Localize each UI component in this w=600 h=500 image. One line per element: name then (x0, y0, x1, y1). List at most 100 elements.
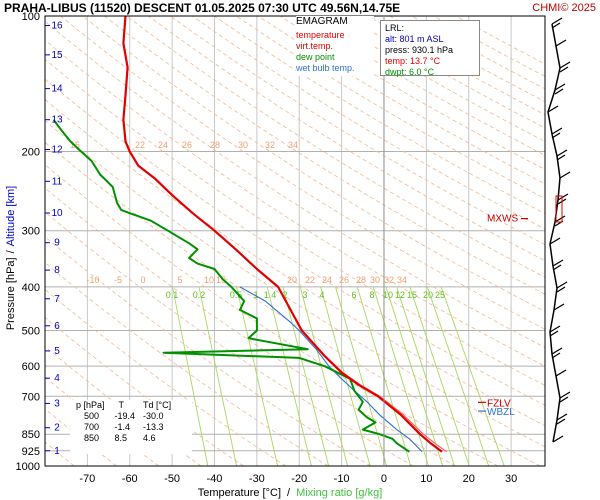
dry-adiabat-line (45, 58, 545, 386)
dry-adiabat-label: 20 (287, 275, 297, 285)
levels-table-header: p [hPa] T Td [°C] (70, 400, 175, 411)
mixing-ratio-line (372, 286, 429, 467)
plot-frame (44, 15, 546, 467)
mixing-ratio-line (282, 286, 330, 467)
max-wind-highlight (555, 195, 563, 223)
row-temperature: -19.4 (114, 411, 136, 421)
dry-adiabat-label: 24 (158, 140, 168, 150)
row-dewpoint: 4.6 (143, 433, 156, 443)
dry-adiabat-label: 30 (370, 275, 380, 285)
mixing-ratio-line (409, 286, 470, 467)
dry-adiabat-label: -10 (86, 275, 99, 285)
header-temperature: T (118, 400, 125, 410)
wind-barb (559, 61, 571, 69)
dry-adiabat-labels: 15 22 24 26 28 30 32 34-10 -5 0 5 10 15 20 22 24 26 28 30 3… (70, 140, 407, 285)
wind-barb (553, 303, 565, 311)
dry-adiabat-line (45, 288, 287, 466)
pressure-tick-label: 925 (22, 446, 40, 458)
wind-barb (556, 418, 566, 425)
row-dewpoint: -30.0 (143, 411, 164, 421)
pressure-tick-label: 200 (22, 146, 40, 158)
y-axis-label-sep: / (5, 249, 17, 253)
x-axis-label: Temperature [°C] / Mixing ratio [g/kg] (198, 487, 383, 499)
wind-barb (556, 149, 568, 157)
wind-barb (554, 215, 566, 223)
row-pressure: 850 (84, 433, 100, 443)
wind-barb (559, 171, 571, 179)
dry-adiabat-label: 28 (356, 275, 366, 285)
mixing-ratio-label: 8 (369, 290, 374, 300)
x-axis-label-sep: / (287, 487, 291, 499)
altitude-tick-label: 3 (54, 398, 60, 409)
mixing-ratio-labels: 0.1 0.2 0.5 1 1.4 2 3 4 6 8 10 12 15 20 25 (166, 290, 445, 300)
mixing-ratio-label: 0.1 (166, 290, 179, 300)
mixing-ratio-line (396, 286, 455, 467)
y-axis-label-pressure: Pressure [hPa] (5, 257, 17, 330)
mixing-ratio-label: 4 (319, 290, 324, 300)
mixing-ratio-line (335, 286, 388, 467)
legend: EMAGRAM temperature virt.temp. dew point… (296, 16, 374, 76)
wind-barb (551, 22, 561, 29)
temperature-tick-label: -20 (291, 473, 307, 485)
mixing-ratio-line (385, 286, 444, 467)
dry-adiabat-line (45, 316, 244, 466)
wind-barb (547, 105, 559, 113)
temperature-tick-label: 10 (420, 473, 432, 485)
marker-label: WBZL (487, 407, 515, 418)
table-row: 700 -1.4 -13.3 (70, 422, 175, 433)
altitude-tick-label: 1 (54, 446, 60, 457)
legend-item-virt-temp: virt.temp. (296, 41, 334, 51)
altitude-tick-label: 13 (51, 115, 63, 126)
x-axis-label-mixing: Mixing ratio [g/kg] (296, 487, 382, 499)
altitude-tick-label: 7 (54, 294, 60, 305)
temperature-tick-label: 0 (381, 473, 387, 485)
altitude-tick-label: 12 (51, 144, 63, 155)
dry-adiabat-label: -5 (114, 275, 122, 285)
dry-adiabat-line (213, 16, 545, 215)
pressure-tick-label: 700 (22, 391, 40, 403)
dry-adiabat-line (45, 78, 545, 406)
wind-barb (552, 259, 564, 267)
row-dewpoint: -13.3 (143, 422, 164, 432)
wind-barb (549, 330, 559, 337)
lrl-dewpoint: dwpt: 6.0 °C (385, 67, 435, 77)
dry-adiabat-line (45, 141, 541, 466)
legend-item-wet-bulb: wet bulb temp. (296, 63, 355, 73)
altitude-tick-label: 5 (54, 346, 60, 357)
dry-adiabat-label: 26 (339, 275, 349, 285)
marker-label: FZLV (487, 398, 511, 409)
wind-barb (556, 154, 566, 161)
mixing-ratio-line (426, 286, 490, 467)
wind-barb (551, 132, 561, 139)
temperature-tick-label: -30 (249, 473, 265, 485)
wind-barb (559, 396, 569, 403)
dry-adiabat-line (45, 164, 498, 466)
dry-adiabat-label: 32 (384, 275, 394, 285)
altitude-tick-label: 15 (51, 50, 63, 61)
altitude-tick-label: 14 (51, 84, 63, 95)
dry-adiabat-line (104, 16, 545, 295)
mixing-ratio-line (299, 286, 349, 467)
row-temperature: 8.5 (114, 433, 128, 443)
temperature-tick-label: -50 (164, 473, 180, 485)
pressure-tick-label: 400 (22, 282, 40, 294)
mixing-ratio-label: 0.5 (230, 290, 243, 300)
pressure-tick-label: 1000 (16, 461, 40, 473)
lrl-pressure: press: 930.1 hPa (385, 45, 454, 55)
dry-adiabat-line (45, 120, 545, 448)
series-line-temperature (122, 16, 443, 453)
wind-barb (554, 88, 564, 95)
dry-adiabat-label: 24 (322, 275, 332, 285)
dry-adiabat-line (45, 346, 202, 466)
wind-barb (551, 347, 563, 355)
mixing-ratio-label: 1 (253, 290, 258, 300)
temperature-tick-labels: -70 -60 -50 -40 -30 -20 -10 0 10 20 30 (79, 473, 517, 485)
wind-barb (557, 193, 569, 201)
mixing-ratio-line (440, 286, 505, 467)
mixing-ratio-line (198, 286, 238, 467)
mixing-ratio-label: 6 (351, 290, 356, 300)
series-line-wet-bulb-temp (239, 286, 423, 453)
altitude-tick-label: 11 (52, 176, 63, 187)
temperature-tick-label: -40 (207, 473, 223, 485)
